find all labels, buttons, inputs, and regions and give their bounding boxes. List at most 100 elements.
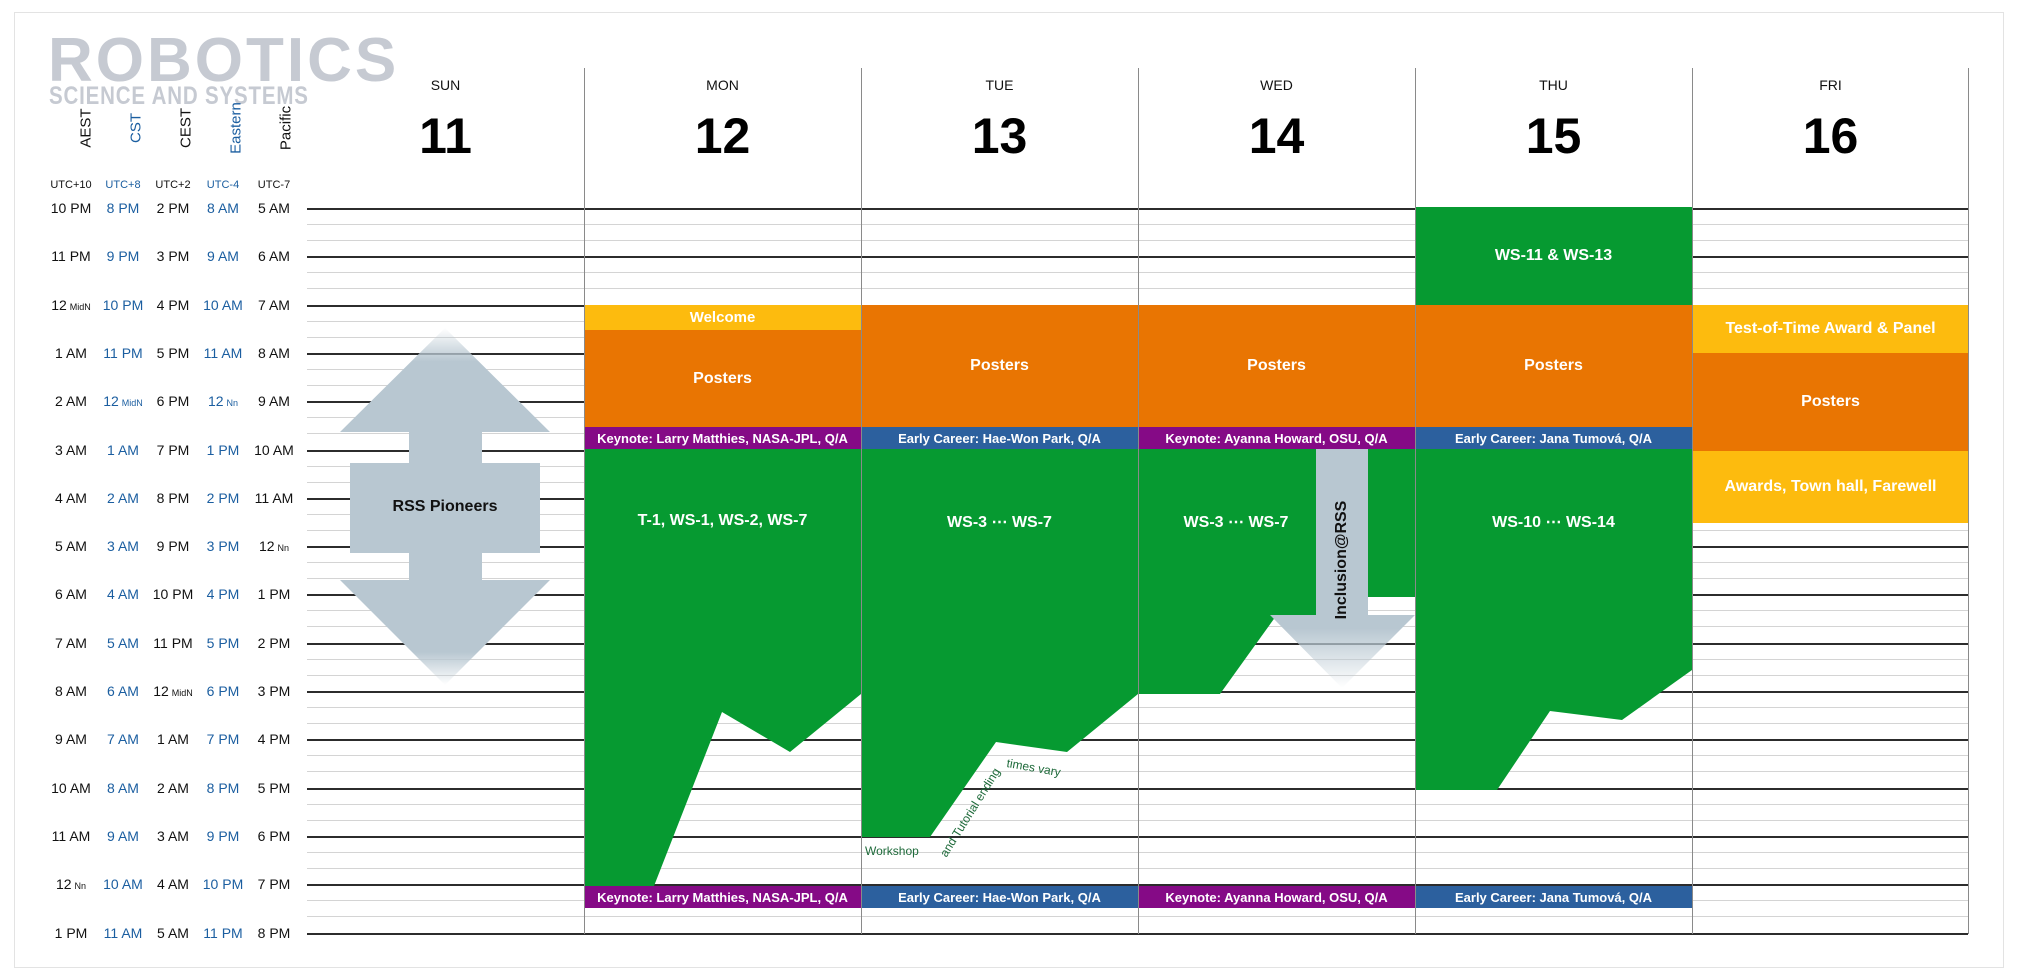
time-label: 2 AM: [55, 393, 87, 409]
time-label: 4 PM: [257, 731, 291, 747]
event-test-of-time[interactable]: Test-of-Time Award & Panel: [1692, 305, 1969, 353]
time-label: 7 PM: [156, 442, 190, 458]
tz-offset-pacific: UTC-7: [257, 179, 291, 191]
time-label: 2 PM: [257, 635, 291, 651]
time-label: 2 AM: [107, 490, 139, 506]
rss-pioneers-label[interactable]: RSS Pioneers: [392, 498, 498, 515]
column-divider: [584, 68, 585, 934]
time-label: 10 AM: [254, 442, 294, 458]
time-label: 11 AM: [254, 490, 294, 506]
quarter-gridline: [307, 755, 1968, 756]
event-ws11-ws13[interactable]: WS-11 & WS-13: [1415, 207, 1692, 305]
time-label: 10 PM: [50, 200, 92, 216]
day-label-sun: SUN: [430, 77, 461, 93]
time-label: 2 PM: [156, 200, 190, 216]
time-label: 10 PM: [202, 876, 244, 892]
time-label: 9 AM: [55, 731, 87, 747]
time-label: 10 PM: [152, 586, 194, 602]
event-early-career-park-repeat[interactable]: Early Career: Hae-Won Park, Q/A: [861, 886, 1138, 908]
time-label: 4 PM: [156, 297, 190, 313]
time-label: 11 AM: [103, 925, 143, 941]
time-label: 7 PM: [206, 731, 240, 747]
hour-gridline: [307, 256, 1968, 258]
hour-gridline: [307, 836, 1968, 838]
column-divider: [1138, 68, 1139, 934]
quarter-gridline: [307, 916, 1968, 917]
event-keynote-matthies-repeat[interactable]: Keynote: Larry Matthies, NASA-JPL, Q/A: [584, 886, 861, 908]
event-early-career-tumova[interactable]: Early Career: Jana Tumová, Q/A: [1415, 427, 1692, 449]
quarter-gridline: [307, 224, 1968, 225]
time-label: 7 AM: [55, 635, 87, 651]
quarter-gridline: [307, 288, 1968, 289]
workshop-area-wed: [1138, 449, 1316, 694]
quarter-gridline: [307, 820, 1968, 821]
time-label: 5 AM: [157, 925, 189, 941]
tz-offset-eastern: UTC-4: [206, 179, 240, 191]
time-label: 4 PM: [206, 586, 240, 602]
column-divider: [1968, 68, 1969, 934]
day-label-thu: THU: [1539, 77, 1568, 93]
time-label: 11 PM: [153, 635, 193, 651]
hour-gridline: [307, 884, 1968, 886]
time-label: 4 AM: [107, 586, 139, 602]
time-label: 9 AM: [207, 248, 239, 264]
time-label: 1 PM: [54, 925, 88, 941]
hour-gridline: [307, 933, 1968, 935]
column-divider: [861, 68, 862, 934]
time-label: 7 PM: [257, 876, 291, 892]
event-awards-townhall-farewell[interactable]: Awards, Town hall, Farewell: [1692, 451, 1969, 523]
quarter-gridline: [307, 272, 1968, 273]
time-label: 8 AM: [258, 345, 290, 361]
time-label: 4 AM: [157, 876, 189, 892]
time-label: 12 MidN: [153, 683, 193, 699]
hour-gridline: [307, 208, 1968, 210]
time-label: 9 AM: [258, 393, 290, 409]
event-early-career-park[interactable]: Early Career: Hae-Won Park, Q/A: [861, 427, 1138, 449]
event-posters-wed[interactable]: Posters: [1138, 305, 1415, 427]
time-label: 6 AM: [55, 586, 87, 602]
workshop-label-thu: WS-10 ⋯ WS-14: [1492, 514, 1615, 531]
event-keynote-howard-repeat[interactable]: Keynote: Ayanna Howard, OSU, Q/A: [1138, 886, 1415, 908]
time-label: 3 AM: [55, 442, 87, 458]
logo-title: ROBOTICS: [48, 26, 400, 95]
tz-offset-aest: UTC+10: [50, 179, 92, 191]
event-early-career-tumova-repeat[interactable]: Early Career: Jana Tumová, Q/A: [1415, 886, 1692, 908]
time-label: 2 AM: [157, 780, 189, 796]
workshop-area-thu: [1415, 449, 1692, 790]
event-welcome[interactable]: Welcome: [584, 305, 861, 330]
time-label: 5 AM: [107, 635, 139, 651]
time-label: 11 PM: [51, 248, 91, 264]
day-number-sun: 11: [419, 108, 472, 164]
day-label-wed: WED: [1260, 77, 1293, 93]
time-label: 6 PM: [206, 683, 240, 699]
event-posters-tue[interactable]: Posters: [861, 305, 1138, 427]
event-posters-fri[interactable]: Posters: [1692, 353, 1969, 451]
event-keynote-matthies[interactable]: Keynote: Larry Matthies, NASA-JPL, Q/A: [584, 427, 861, 449]
time-label: 10 AM: [51, 780, 91, 796]
inclusion-rss-label[interactable]: Inclusion@RSS: [1333, 500, 1350, 620]
column-divider: [1692, 68, 1693, 934]
time-label: 5 AM: [258, 200, 290, 216]
event-posters-mon[interactable]: Posters: [584, 330, 861, 427]
event-keynote-howard[interactable]: Keynote: Ayanna Howard, OSU, Q/A: [1138, 427, 1415, 449]
time-label: 8 PM: [156, 490, 190, 506]
quarter-gridline: [307, 771, 1968, 772]
time-label: 3 PM: [206, 538, 240, 554]
time-label: 8 AM: [207, 200, 239, 216]
time-label: 9 PM: [156, 538, 190, 554]
day-number-thu: 15: [1525, 108, 1582, 164]
workshop-area-mon: [584, 449, 861, 886]
time-label: 12 Nn: [258, 538, 290, 554]
day-number-fri: 16: [1802, 108, 1859, 164]
workshop-label-mon: T-1, WS-1, WS-2, WS-7: [637, 512, 808, 529]
inclusion-down-arrow: [1270, 449, 1415, 688]
column-divider: [1415, 68, 1416, 934]
tz-offset-cest: UTC+2: [155, 179, 191, 191]
time-label: 8 AM: [107, 780, 139, 796]
quarter-gridline: [307, 723, 1968, 724]
day-number-wed: 14: [1248, 108, 1305, 164]
event-posters-thu[interactable]: Posters: [1415, 305, 1692, 427]
workshop-area-wed-right: [1368, 449, 1415, 597]
logo-subtitle: SCIENCE AND SYSTEMS: [49, 82, 309, 110]
